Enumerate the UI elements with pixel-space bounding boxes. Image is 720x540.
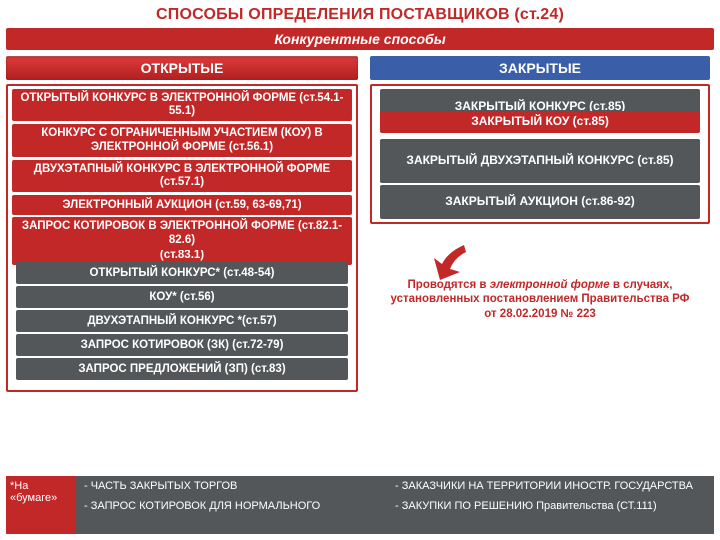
open-electronic-item: ЭЛЕКТРОННЫЙ АУКЦИОН (ст.59, 63-69,71)	[12, 195, 352, 215]
open-paper-item: ДВУХЭТАПНЫЙ КОНКУРС *(ст.57)	[16, 310, 348, 332]
arrow-icon	[430, 242, 500, 282]
open-electronic-item: КОНКУРС С ОГРАНИЧЕННЫМ УЧАСТИЕМ (КОУ) В …	[12, 124, 352, 156]
open-electronic-item: ОТКРЫТЫЙ КОНКУРС В ЭЛЕКТРОННОЙ ФОРМЕ (ст…	[12, 89, 352, 121]
footnote-line: - ЧАСТЬ ЗАКРЫТЫХ ТОРГОВ	[84, 480, 387, 494]
footnote-line: - ЗАКАЗЧИКИ НА ТЕРРИТОРИИ ИНОСТР. ГОСУДА…	[395, 480, 698, 494]
footnote-label: *На «бумаге»	[6, 476, 76, 534]
footnote-line: - ЗАКУПКИ ПО РЕШЕНИЮ Правительства (СТ.1…	[395, 500, 698, 514]
subtitle-bar: Конкурентные способы	[6, 28, 714, 50]
footnote-row: *На «бумаге» - ЧАСТЬ ЗАКРЫТЫХ ТОРГОВ - ЗА…	[6, 476, 714, 534]
right-closed-group: ЗАКРЫТЫЙ КОНКУРС (ст.85)ЗАКРЫТЫЙ КОУ (ст…	[370, 84, 710, 224]
page-title: СПОСОБЫ ОПРЕДЕЛЕНИЯ ПОСТАВЩИКОВ (ст.24)	[0, 0, 720, 28]
note-text-italic: электронной форме	[490, 279, 610, 291]
closed-item: ЗАКРЫТЫЙ ДВУХЭТАПНЫЙ КОНКУРС (ст.85)	[380, 139, 700, 183]
footnote-col-1: - ЧАСТЬ ЗАКРЫТЫХ ТОРГОВ - ЗАПРОС КОТИРОВО…	[84, 480, 395, 530]
closed-item: ЗАКРЫТЫЙ АУКЦИОН (ст.86-92)	[380, 185, 700, 219]
columns-wrapper: ОТКРЫТЫЕ ОТКРЫТЫЙ КОНКУРС В ЭЛЕКТРОННОЙ …	[0, 50, 720, 398]
left-top-items: ОТКРЫТЫЙ КОНКУРС В ЭЛЕКТРОННОЙ ФОРМЕ (ст…	[12, 89, 352, 265]
open-electronic-item: ЗАПРОС КОТИРОВОК В ЭЛЕКТРОННОЙ ФОРМЕ (ст…	[12, 217, 352, 249]
left-column-header: ОТКРЫТЫЕ	[6, 56, 358, 80]
open-paper-item: ЗАПРОС ПРЕДЛОЖЕНИЙ (ЗП) (ст.83)	[16, 358, 348, 380]
open-paper-item: ОТКРЫТЫЙ КОНКУРС* (ст.48-54)	[16, 262, 348, 284]
footnote-body: - ЧАСТЬ ЗАКРЫТЫХ ТОРГОВ - ЗАПРОС КОТИРОВО…	[76, 476, 714, 534]
left-column: ОТКРЫТЫЕ ОТКРЫТЫЙ КОНКУРС В ЭЛЕКТРОННОЙ …	[6, 56, 358, 392]
closed-item: ЗАКРЫТЫЙ КОУ (ст.85)	[380, 111, 700, 133]
right-column-header: ЗАКРЫТЫЕ	[370, 56, 710, 80]
open-paper-item: КОУ* (ст.56)	[16, 286, 348, 308]
right-note: Проводятся в электронной форме в случаях…	[370, 274, 710, 325]
right-column: ЗАКРЫТЫЕ ЗАКРЫТЫЙ КОНКУРС (ст.85)ЗАКРЫТЫ…	[370, 56, 710, 392]
footnote-line: - ЗАПРОС КОТИРОВОК ДЛЯ НОРМАЛЬНОГО	[84, 500, 387, 514]
left-bottom-items: ОТКРЫТЫЙ КОНКУРС* (ст.48-54)КОУ* (ст.56)…	[12, 268, 352, 386]
open-paper-item: ЗАПРОС КОТИРОВОК (ЗК) (ст.72-79)	[16, 334, 348, 356]
open-electronic-item: ДВУХЭТАПНЫЙ КОНКУРС В ЭЛЕКТРОННОЙ ФОРМЕ …	[12, 160, 352, 192]
left-open-group: ОТКРЫТЫЙ КОНКУРС В ЭЛЕКТРОННОЙ ФОРМЕ (ст…	[6, 84, 358, 392]
footnote-col-2: - ЗАКАЗЧИКИ НА ТЕРРИТОРИИ ИНОСТР. ГОСУДА…	[395, 480, 706, 530]
